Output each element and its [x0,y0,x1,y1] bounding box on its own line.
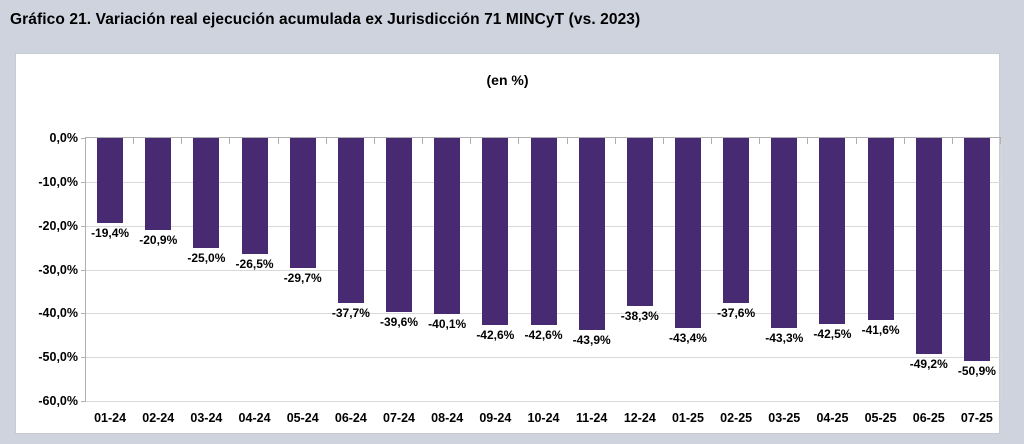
bar [482,138,509,325]
y-axis-label: -30,0% [38,262,78,277]
x-axis-tick [1000,138,1001,144]
x-axis-label: 04-24 [238,411,271,425]
bar [915,138,942,354]
bar-value-label: -41,6% [861,323,900,338]
y-axis-tick [81,269,86,271]
bar-value-label: -43,4% [668,331,707,346]
x-axis-label: 03-24 [190,411,223,425]
bar [819,138,846,325]
x-axis-label: 01-25 [671,411,704,425]
y-axis-tick [81,225,86,227]
x-axis-label: 07-25 [960,411,993,425]
bar [193,138,220,248]
x-axis-tick [903,138,905,144]
bar [771,138,798,328]
bar-value-label: -42,5% [813,327,852,342]
bar [145,138,172,230]
bar-value-label: -38,3% [620,308,659,323]
x-axis-tick [518,138,520,144]
x-axis-tick [181,138,183,144]
bar [530,138,557,325]
x-axis-label: 10-24 [527,411,560,425]
bar-value-label: -43,9% [572,333,611,348]
bar-value-label: -37,7% [331,306,370,321]
x-axis-label: 02-24 [142,411,175,425]
bar-value-label: -49,2% [909,356,948,371]
bar-value-label: -37,6% [717,305,756,320]
x-axis-tick [566,138,568,144]
bar [337,138,364,304]
bar [434,138,461,314]
x-axis-tick [614,138,616,144]
y-axis-label: -20,0% [38,218,78,233]
bar [289,138,316,269]
plot-area: 0,0% -10,0% -20,0% -30,0% -40,0% -50,0% -60,0%… [38,131,1002,425]
x-axis-tick [422,138,424,144]
x-axis-tick [759,138,761,144]
bar [578,138,605,331]
x-axis-tick [229,138,231,144]
x-axis-label: 08-24 [431,411,464,425]
y-axis-tick [81,357,86,359]
y-axis-tick [81,401,86,402]
bar-value-label: -19,4% [91,226,130,241]
chart-panel: (en %) 0,0% -10,0% -20,0% -30,0% -40,0% -50,0… [15,53,1002,434]
x-axis-tick [277,138,279,144]
x-axis-label: 11-24 [576,411,608,425]
bar-value-label: -39,6% [380,314,419,329]
gridline [86,357,1001,359]
bar-value-label: -43,3% [765,330,804,345]
x-axis-tick [807,138,809,144]
bar [97,138,124,224]
bar-value-label: -42,6% [476,327,515,342]
bar-value-label: -26,5% [235,257,274,272]
x-axis-label: 03-25 [768,411,801,425]
chart-main-title: Gráfico 21. Variación real ejecución acu… [10,11,641,28]
bar-value-label: -40,1% [428,316,467,331]
bar [963,138,990,362]
x-axis-label: 02-25 [720,411,753,425]
y-axis-label: -50,0% [38,350,78,365]
x-axis-label: 09-24 [479,411,512,425]
y-axis-tick [81,181,86,183]
bar-value-label: -20,9% [139,232,178,247]
bar [867,138,894,321]
x-axis-tick [373,138,375,144]
x-axis-label: 07-24 [383,411,416,425]
x-axis-tick [470,138,472,144]
bar-value-label: -25,0% [187,250,226,265]
x-axis-tick [325,138,327,144]
x-axis-tick [711,138,713,144]
gridline [86,401,1001,402]
x-axis-label: 06-25 [912,411,945,425]
x-axis-label: 01-24 [94,411,127,425]
bar [674,138,701,329]
chart-subtitle: (en %) [486,72,529,88]
x-axis-tick [855,138,857,144]
bar-value-label: -42,6% [524,327,563,342]
x-axis-label: 06-24 [334,411,367,425]
y-axis-label: -40,0% [38,306,78,321]
bar [723,138,750,303]
y-axis-label: -60,0% [38,394,78,408]
bar [386,138,413,312]
y-axis-label: -10,0% [38,174,78,189]
x-axis-tick [662,138,664,144]
y-axis-label: 0,0% [49,131,79,145]
y-axis-tick [81,138,86,139]
bar-value-label: -29,7% [283,271,322,286]
x-axis-label: 04-25 [816,411,849,425]
bar-value-label: -50,9% [957,364,996,379]
x-axis-tick [85,138,86,144]
x-axis-label: 12-24 [623,411,656,425]
x-axis-label: 05-25 [864,411,897,425]
x-axis-label: 05-24 [286,411,319,425]
x-axis-tick [951,138,953,144]
y-axis-tick [81,313,86,315]
bar [241,138,268,255]
x-axis-tick [133,138,135,144]
bar [626,138,653,306]
